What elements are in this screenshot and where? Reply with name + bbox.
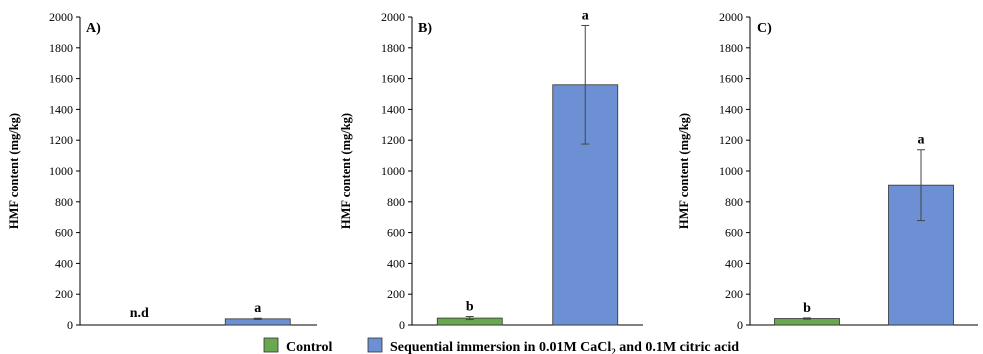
y-tick-label: 2000 — [49, 10, 73, 24]
panel-c: 0 200 400 600 800 1000 1200 1400 1600 1800 2000 HMF… — [677, 10, 978, 332]
y-axis-label: HMF content (mg/kg) — [339, 113, 353, 229]
y-tick-label: 0 — [399, 318, 405, 332]
y-tick-label: 800 — [725, 195, 743, 209]
y-tick-label: 1200 — [719, 133, 743, 147]
y-tick-label: 1600 — [381, 72, 405, 86]
y-tick-label: 1000 — [719, 164, 743, 178]
y-tick-label: 0 — [737, 318, 743, 332]
panel-label: A) — [86, 21, 101, 36]
y-tick-label: 1600 — [719, 72, 743, 86]
panel-a: 0 200 400 600 800 1000 1200 1400 1600 1800 2000 HMF… — [7, 10, 317, 332]
y-axis-label: HMF content (mg/kg) — [7, 113, 21, 229]
significance-label-control: b — [466, 300, 474, 315]
panel-label: C) — [757, 21, 772, 36]
y-tick-label: 1400 — [381, 102, 405, 116]
y-tick-label: 200 — [55, 287, 73, 301]
y-tick-label: 600 — [387, 226, 405, 240]
legend-swatch-control — [263, 337, 279, 353]
y-tick-label: 1800 — [49, 41, 73, 55]
y-tick-label: 1200 — [381, 133, 405, 147]
legend-swatch-treatment — [367, 337, 383, 353]
y-axis-label: HMF content (mg/kg) — [677, 113, 691, 229]
y-tick-label: 1400 — [49, 102, 73, 116]
y-tick-label: 400 — [387, 256, 405, 270]
y-tick-label: 600 — [55, 226, 73, 240]
y-tick-label: 400 — [725, 256, 743, 270]
y-tick-label: 400 — [55, 256, 73, 270]
significance-label-treatment: a — [918, 133, 925, 148]
legend: Control Sequential immersion in 0.01M Ca… — [263, 337, 739, 354]
legend-label-treatment-suffix: and 0.1M citric acid — [616, 340, 739, 354]
significance-label-treatment: a — [582, 8, 589, 23]
y-tick-label: 1000 — [49, 164, 73, 178]
significance-label-control: b — [803, 301, 811, 316]
legend-label-control: Control — [286, 340, 333, 354]
y-tick-label: 1200 — [49, 133, 73, 147]
panel-label: B) — [418, 21, 432, 36]
y-tick-label: 0 — [67, 318, 73, 332]
y-tick-label: 2000 — [381, 10, 405, 24]
y-tick-label: 2000 — [719, 10, 743, 24]
legend-label-treatment-prefix: Sequential immersion in 0.01M CaCl — [390, 340, 611, 354]
y-tick-label: 1600 — [49, 72, 73, 86]
significance-label-treatment: a — [254, 301, 261, 316]
y-tick-label: 200 — [725, 287, 743, 301]
legend-label-treatment-subscript: 2 — [611, 347, 616, 354]
panel-b: 0 200 400 600 800 1000 1200 1400 1600 1800 2000 HMF… — [339, 8, 643, 332]
y-tick-label: 800 — [387, 195, 405, 209]
y-tick-label: 1800 — [719, 41, 743, 55]
not-detected-label: n.d — [130, 306, 149, 321]
legend-label-treatment: Sequential immersion in 0.01M CaCl2 and … — [390, 340, 739, 354]
y-tick-label: 800 — [55, 195, 73, 209]
y-tick-label: 1400 — [719, 102, 743, 116]
y-tick-label: 1800 — [381, 41, 405, 55]
y-tick-label: 200 — [387, 287, 405, 301]
y-tick-label: 600 — [725, 226, 743, 240]
y-tick-label: 1000 — [381, 164, 405, 178]
